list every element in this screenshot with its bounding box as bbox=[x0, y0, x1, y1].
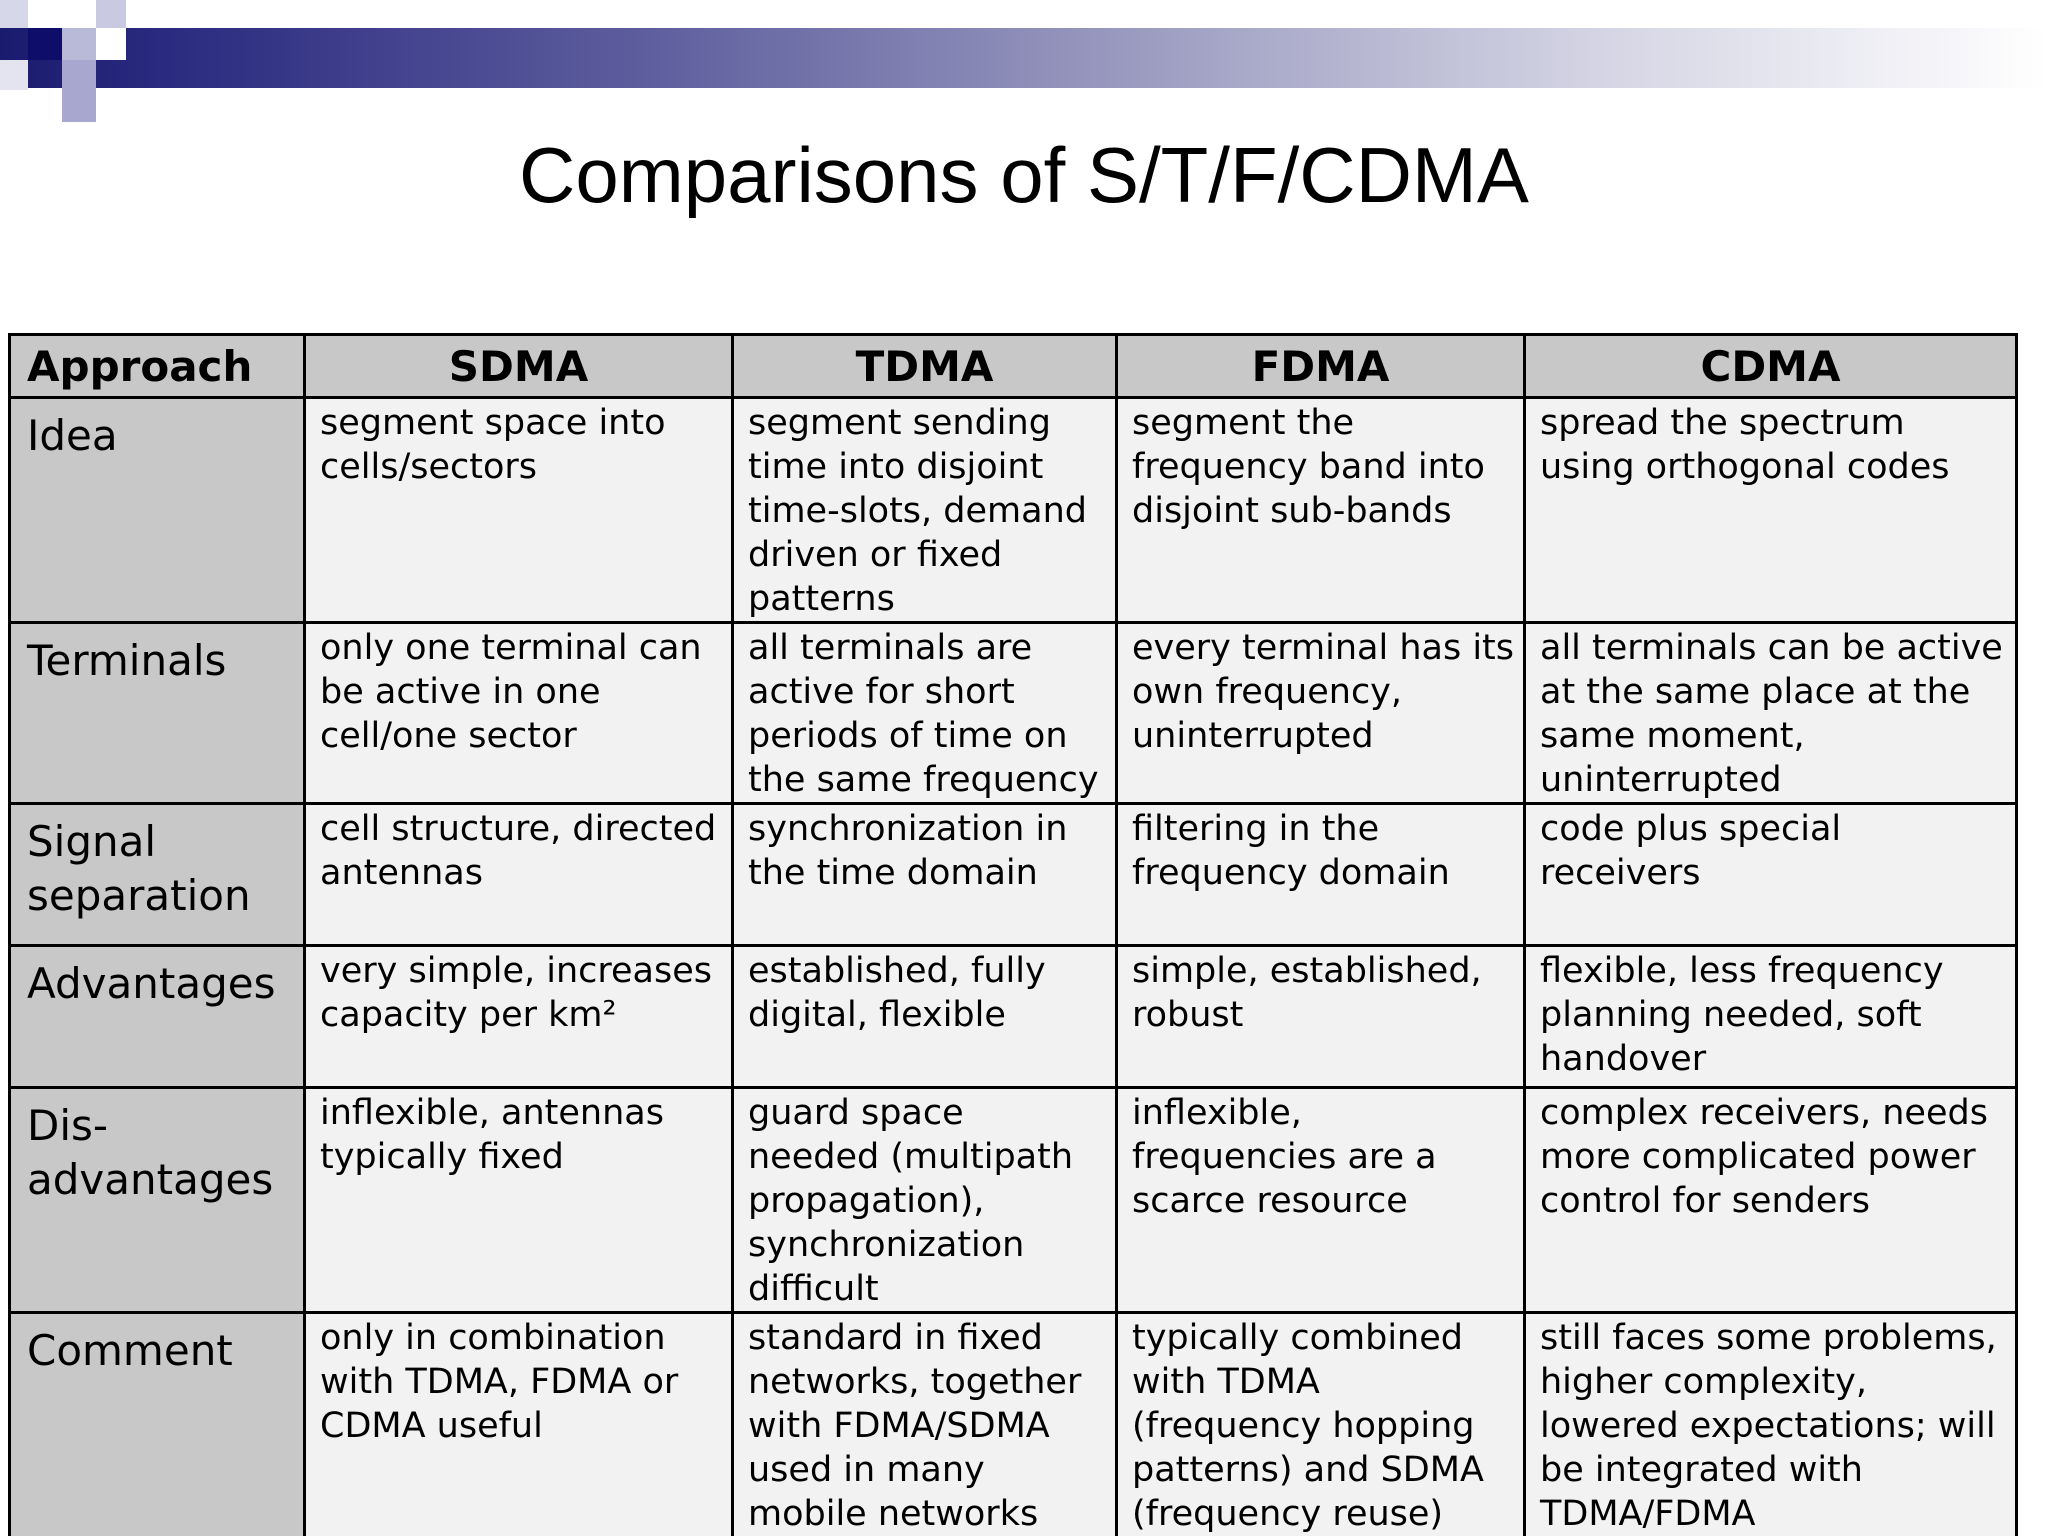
table-cell: synchronization in the time domain bbox=[731, 802, 1118, 947]
row-header-advantages: Advantages bbox=[8, 944, 306, 1089]
row-header-idea: Idea bbox=[8, 396, 306, 624]
table-row-comment: Comment only in combination with TDMA, F… bbox=[8, 1311, 2018, 1536]
table-cell: simple, established, robust bbox=[1115, 944, 1526, 1089]
column-header-sdma: SDMA bbox=[303, 333, 734, 399]
column-header-tdma: TDMA bbox=[731, 333, 1118, 399]
row-header-terminals: Terminals bbox=[8, 621, 306, 805]
table-cell: segment space into cells/sectors bbox=[303, 396, 734, 624]
header-decor-square bbox=[62, 60, 96, 122]
table-cell: standard in fixed networks, together wit… bbox=[731, 1311, 1118, 1536]
table-cell: every terminal has its own frequency, un… bbox=[1115, 621, 1526, 805]
table-row-disadvantages: Dis- advantages inflexible, antennas typ… bbox=[8, 1086, 2018, 1314]
row-header-signal-separation: Signal separation bbox=[8, 802, 306, 947]
column-header-cdma: CDMA bbox=[1523, 333, 2018, 399]
table-cell: still faces some problems, higher comple… bbox=[1523, 1311, 2018, 1536]
header-decor-square bbox=[62, 28, 96, 60]
column-header-approach: Approach bbox=[8, 333, 306, 399]
row-header-disadvantages: Dis- advantages bbox=[8, 1086, 306, 1314]
table-row-idea: Idea segment space into cells/sectors se… bbox=[8, 396, 2018, 624]
table-cell: complex receivers, needs more complicate… bbox=[1523, 1086, 2018, 1314]
table-cell: flexible, less frequency planning needed… bbox=[1523, 944, 2018, 1089]
header-decor-square bbox=[0, 0, 28, 28]
table-cell: filtering in the frequency domain bbox=[1115, 802, 1526, 947]
table-cell: guard space needed (multipath propagatio… bbox=[731, 1086, 1118, 1314]
comparison-table: Approach SDMA TDMA FDMA CDMA Idea segmen… bbox=[8, 333, 2018, 1536]
table-cell: very simple, increases capacity per km² bbox=[303, 944, 734, 1089]
table-row-signal-separation: Signal separation cell structure, direct… bbox=[8, 802, 2018, 947]
header-decor-square bbox=[96, 28, 126, 60]
header-decor-square bbox=[0, 60, 28, 90]
table-header-row: Approach SDMA TDMA FDMA CDMA bbox=[8, 333, 2018, 399]
table-cell: segment the frequency band into disjoint… bbox=[1115, 396, 1526, 624]
table-cell: inflexible, frequencies are a scarce res… bbox=[1115, 1086, 1526, 1314]
slide-title: Comparisons of S/T/F/CDMA bbox=[519, 131, 1529, 219]
table-cell: segment sending time into disjoint time-… bbox=[731, 396, 1118, 624]
table-cell: only one terminal can be active in one c… bbox=[303, 621, 734, 805]
table-row-advantages: Advantages very simple, increases capaci… bbox=[8, 944, 2018, 1089]
header-decor-square bbox=[28, 28, 62, 60]
column-header-fdma: FDMA bbox=[1115, 333, 1526, 399]
table-cell: established, fully digital, flexible bbox=[731, 944, 1118, 1089]
table-cell: all terminals can be active at the same … bbox=[1523, 621, 2018, 805]
table-cell: all terminals are active for short perio… bbox=[731, 621, 1118, 805]
table-row-terminals: Terminals only one terminal can be activ… bbox=[8, 621, 2018, 805]
table-cell: only in combination with TDMA, FDMA or C… bbox=[303, 1311, 734, 1536]
table-cell: code plus special receivers bbox=[1523, 802, 2018, 947]
row-header-comment: Comment bbox=[8, 1311, 306, 1536]
table-cell: cell structure, directed antennas bbox=[303, 802, 734, 947]
header-gradient-bar bbox=[0, 28, 2048, 88]
header-decor-square bbox=[96, 0, 126, 28]
table-cell: spread the spectrum using orthogonal cod… bbox=[1523, 396, 2018, 624]
table-cell: inflexible, antennas typically fixed bbox=[303, 1086, 734, 1314]
table-cell: typically combined with TDMA (frequency … bbox=[1115, 1311, 1526, 1536]
